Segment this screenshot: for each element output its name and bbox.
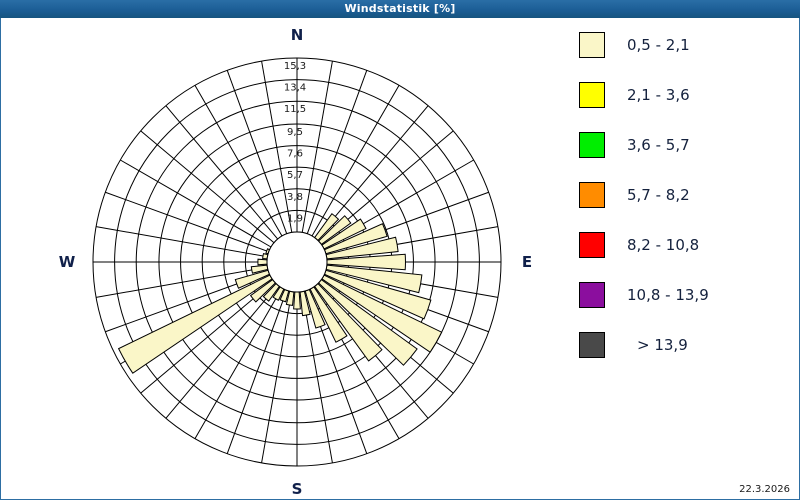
radial-tick-3: 7,6: [287, 149, 303, 160]
legend-label-3: 5,7 - 8,2: [627, 186, 690, 204]
legend-item[interactable]: 8,2 - 10,8: [579, 232, 794, 258]
legend-label-4: 8,2 - 10,8: [627, 236, 700, 254]
calm-circle: [266, 231, 328, 293]
legend-label-1: 2,1 - 3,6: [627, 86, 690, 104]
legend-swatch-1: [579, 82, 605, 108]
compass-label-north: N: [291, 26, 304, 44]
legend-item[interactable]: 5,7 - 8,2: [579, 182, 794, 208]
legend-label-0: 0,5 - 2,1: [627, 36, 690, 54]
legend-label-6: > 13,9: [637, 336, 688, 354]
legend-item[interactable]: 10,8 - 13,9: [579, 282, 794, 308]
radial-tick-7: 15,3: [284, 61, 306, 72]
legend-label-2: 3,6 - 5,7: [627, 136, 690, 154]
legend-swatch-0: [579, 32, 605, 58]
compass-label-west: W: [59, 253, 76, 271]
legend: 0,5 - 2,1 2,1 - 3,6 3,6 - 5,7 5,7 - 8,2 …: [579, 32, 794, 382]
compass-label-east: E: [522, 253, 532, 271]
radial-tick-2: 5,7: [287, 170, 303, 181]
legend-item[interactable]: > 13,9: [579, 332, 794, 358]
window-title: Windstatistik [%]: [344, 2, 456, 15]
radial-tick-1: 3,8: [287, 192, 303, 203]
compass-label-south: S: [292, 480, 303, 498]
wind-rose-svg: 1,9 3,8 5,7 7,6 9,5 11,5 13,4 15,3 N E S W: [59, 26, 532, 498]
radial-tick-6: 13,4: [284, 83, 306, 94]
window-title-bar: Windstatistik [%]: [0, 0, 800, 18]
radial-tick-0: 1,9: [287, 213, 303, 224]
legend-item[interactable]: 0,5 - 2,1: [579, 32, 794, 58]
legend-swatch-4: [579, 232, 605, 258]
radial-tick-4: 9,5: [287, 127, 303, 138]
legend-label-5: 10,8 - 13,9: [627, 286, 709, 304]
legend-swatch-5: [579, 282, 605, 308]
legend-item[interactable]: 3,6 - 5,7: [579, 132, 794, 158]
content-panel: 1,9 3,8 5,7 7,6 9,5 11,5 13,4 15,3 N E S W 0,5 - 2…: [0, 18, 800, 500]
legend-swatch-6: [579, 332, 605, 358]
legend-item[interactable]: 2,1 - 3,6: [579, 82, 794, 108]
radial-tick-labels: 1,9 3,8 5,7 7,6 9,5 11,5 13,4 15,3: [284, 61, 306, 224]
compass-labels: N E S W: [59, 26, 532, 498]
wind-rose-chart: 1,9 3,8 5,7 7,6 9,5 11,5 13,4 15,3 N E S W: [1, 18, 561, 498]
legend-swatch-3: [579, 182, 605, 208]
legend-swatch-2: [579, 132, 605, 158]
footer-date: 22.3.2026: [739, 484, 790, 495]
radial-tick-5: 11,5: [284, 104, 306, 115]
